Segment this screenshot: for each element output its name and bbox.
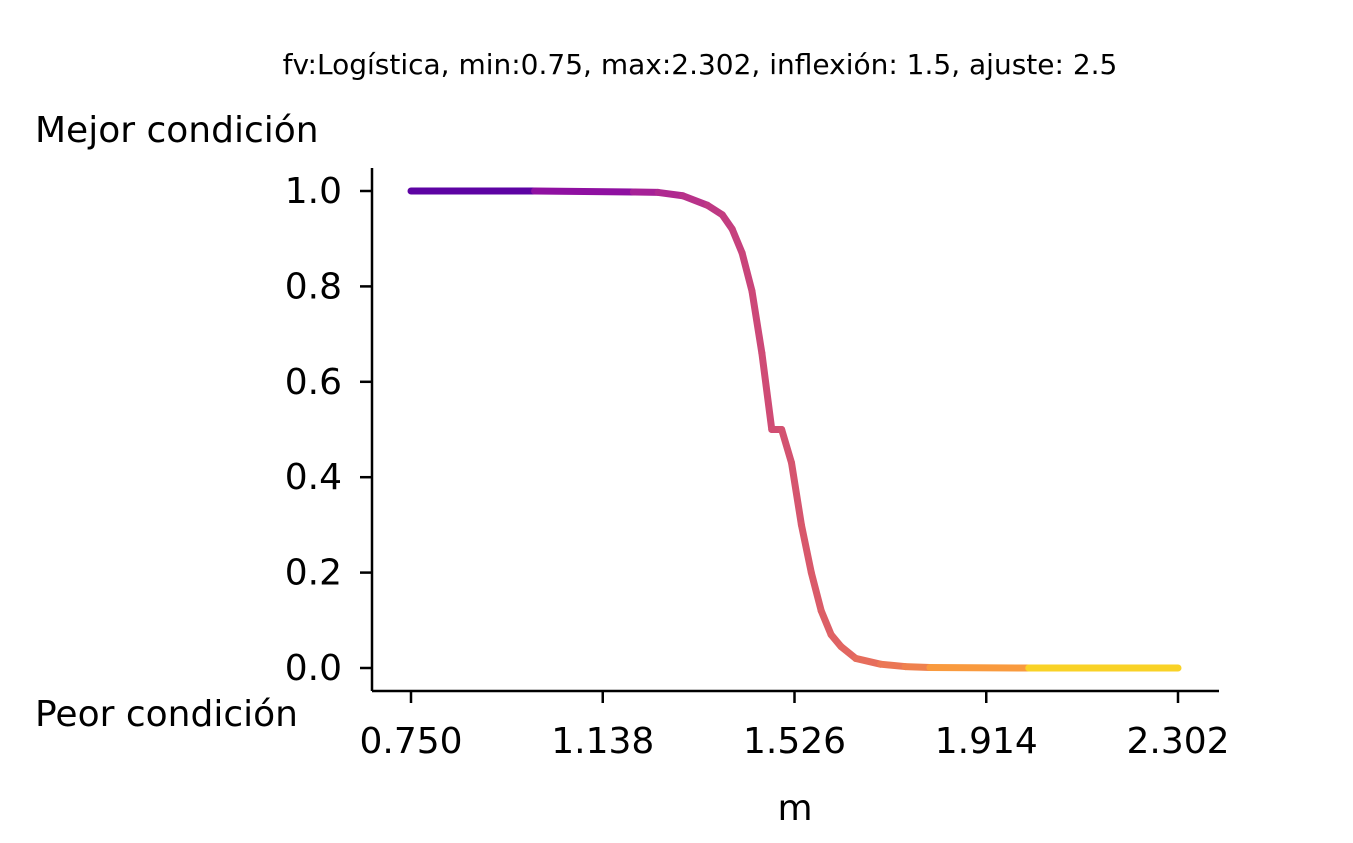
line-segment (807, 569, 825, 615)
x-ticks: 0.750 1.138 1.526 1.914 2.302 (359, 691, 1230, 762)
line-segment (778, 426, 796, 467)
line-segment (758, 349, 776, 433)
chart-title: fv:Logística, min:0.75, max:2.302, infle… (283, 48, 1118, 81)
line-segment (797, 521, 815, 577)
y-tick-label: 0.6 (285, 362, 342, 403)
x-tick-label: 2.302 (1126, 721, 1229, 762)
line-segment (788, 459, 805, 529)
line-segment (531, 187, 637, 196)
y-label-top: Mejor condición (35, 110, 319, 151)
line-segment (817, 607, 835, 639)
y-tick-label: 0.0 (285, 648, 342, 689)
x-tick-label: 0.750 (359, 721, 462, 762)
data-line (407, 187, 1182, 672)
x-tick-label: 1.138 (551, 721, 654, 762)
x-tick-label: 1.526 (743, 721, 846, 762)
line-segment (738, 249, 756, 295)
line-segment (679, 192, 712, 209)
line-segment (852, 654, 884, 668)
line-segment (901, 663, 934, 672)
y-ticks: 0.0 0.2 0.4 0.6 0.8 1.0 (285, 171, 372, 689)
y-label-bottom: Peor condición (35, 694, 298, 735)
y-tick-label: 1.0 (285, 171, 342, 212)
line-segment (654, 188, 687, 200)
y-tick-label: 0.8 (285, 266, 342, 307)
line-segment (748, 287, 766, 357)
line-segment (876, 660, 909, 671)
line-segment (728, 225, 746, 257)
x-axis-label: m (777, 788, 812, 829)
x-tick-label: 1.914 (935, 721, 1038, 762)
y-tick-label: 0.4 (285, 457, 342, 498)
y-tick-label: 0.2 (285, 553, 342, 594)
